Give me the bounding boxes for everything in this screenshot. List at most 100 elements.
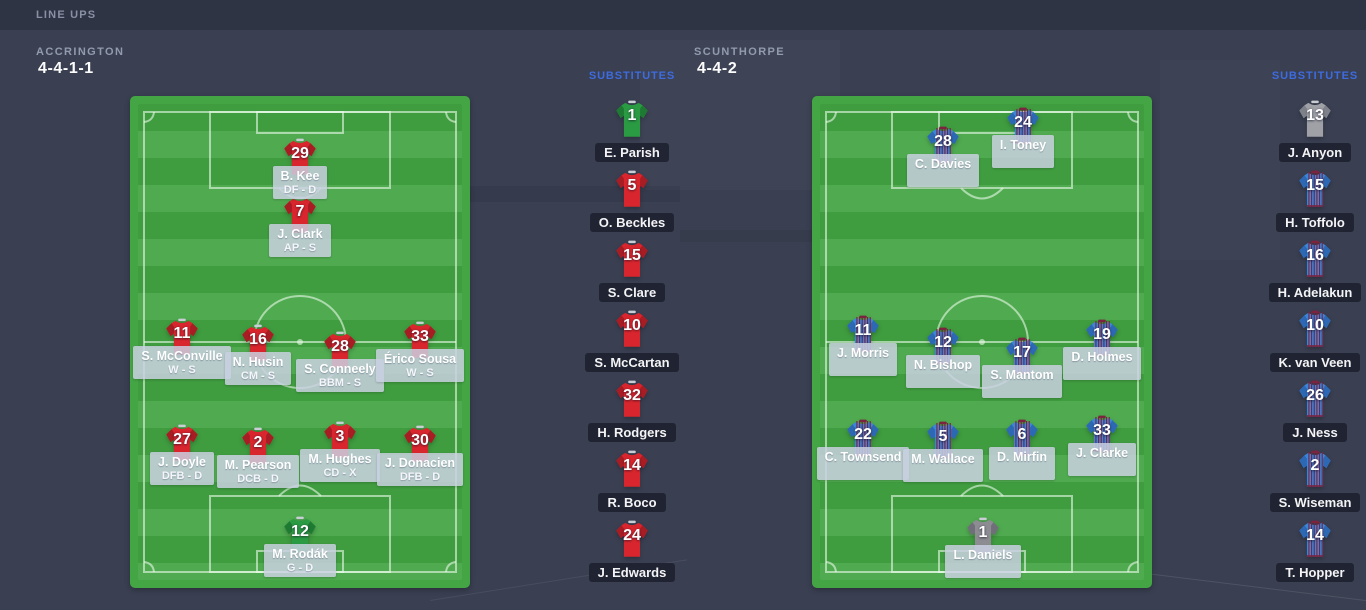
player-chip-home-30[interactable]: 30 J. Donacien DFB - D bbox=[355, 425, 485, 486]
jersey-icon bbox=[616, 450, 648, 487]
player-name: M. Pearson bbox=[224, 458, 292, 472]
away-formation: 4-4-2 bbox=[697, 60, 738, 77]
player-chip-home-27[interactable]: 27 J. Doyle DFB - D bbox=[117, 424, 247, 485]
player-name-label: J. Edwards bbox=[588, 563, 676, 582]
player-role: W - S bbox=[406, 367, 434, 379]
substitute-chip-home-14[interactable]: 14 R. Boco bbox=[567, 450, 697, 512]
substitute-chip-home-5[interactable]: 5 O. Beckles bbox=[567, 170, 697, 232]
player-chip-away-5[interactable]: 5 M. Wallace bbox=[878, 421, 1008, 482]
player-chip-home-11[interactable]: 11 S. McConville W - S bbox=[117, 318, 247, 379]
substitute-chip-home-32[interactable]: 32 H. Rodgers bbox=[567, 380, 697, 442]
substitute-chip-home-10[interactable]: 10 S. McCartan bbox=[567, 310, 697, 372]
player-chip-home-3[interactable]: 3 M. Hughes CD - X bbox=[275, 421, 405, 482]
player-name-label: R. Boco bbox=[598, 493, 666, 512]
shirt-number: 26 bbox=[1306, 387, 1324, 404]
substitute-chip-away-14[interactable]: 14 T. Hopper bbox=[1250, 520, 1366, 582]
player-name: N. Bishop bbox=[913, 358, 973, 372]
player-name-label: S. McCartan bbox=[585, 353, 679, 372]
substitute-chip-away-10[interactable]: 10 K. van Veen bbox=[1250, 310, 1366, 372]
player-role bbox=[825, 465, 902, 478]
player-chip-home-16[interactable]: 16 N. Husin CM - S bbox=[193, 324, 323, 385]
jersey-icon bbox=[1299, 240, 1331, 278]
substitute-chip-home-24[interactable]: 24 J. Edwards bbox=[567, 520, 697, 582]
substitute-chip-away-16[interactable]: 16 H. Adelakun bbox=[1250, 240, 1366, 302]
player-name-label: M. Rodák G - D bbox=[264, 544, 336, 577]
jersey: 13 bbox=[1296, 100, 1334, 140]
shirt-number: 33 bbox=[411, 328, 429, 345]
player-name-label: E. Parish bbox=[595, 143, 669, 162]
player-role bbox=[990, 383, 1053, 396]
shirt-number: 15 bbox=[623, 247, 641, 264]
player-chip-away-17[interactable]: 17 S. Mantom bbox=[957, 337, 1087, 398]
player-name-label: C. Davies bbox=[906, 154, 980, 187]
player-name-label: Érico Sousa W - S bbox=[375, 349, 465, 382]
player-chip-away-12[interactable]: 12 N. Bishop bbox=[878, 327, 1008, 388]
player-name-label: S. McConville W - S bbox=[133, 346, 231, 379]
player-chip-away-11[interactable]: 11 J. Morris bbox=[798, 315, 928, 376]
player-name-label: H. Adelakun bbox=[1268, 283, 1362, 302]
jersey-icon bbox=[1299, 520, 1331, 558]
player-role bbox=[915, 172, 971, 185]
substitute-chip-home-15[interactable]: 15 S. Clare bbox=[567, 240, 697, 302]
away-substitutes-title: SUBSTITUTES bbox=[1271, 70, 1359, 82]
shirt-number: 5 bbox=[938, 428, 948, 445]
player-role: BBM - S bbox=[318, 377, 362, 389]
player-name-label: J. Donacien DFB - D bbox=[376, 453, 464, 486]
player-chip-away-1[interactable]: 1 L. Daniels bbox=[918, 517, 1048, 578]
player-role: G - D bbox=[286, 562, 314, 574]
player-role: DF - D bbox=[283, 184, 317, 196]
player-chip-home-29[interactable]: 29 B. Kee DF - D bbox=[235, 138, 365, 199]
player-name: J. Morris bbox=[836, 346, 890, 360]
jersey: 2 bbox=[1296, 450, 1334, 490]
player-chip-away-22[interactable]: 22 C. Townsend bbox=[798, 419, 928, 480]
player-chip-home-28[interactable]: 28 S. Conneely BBM - S bbox=[275, 331, 405, 392]
jersey-icon bbox=[616, 380, 648, 417]
player-name-label: H. Toffolo bbox=[1276, 213, 1354, 232]
substitute-chip-home-1[interactable]: 1 E. Parish bbox=[567, 100, 697, 162]
shirt-number: 15 bbox=[1306, 177, 1324, 194]
jersey: 24 bbox=[613, 520, 651, 560]
shirt-number: 24 bbox=[1014, 114, 1032, 131]
shirt-number: 1 bbox=[978, 524, 988, 541]
player-chip-home-12[interactable]: 12 M. Rodák G - D bbox=[235, 516, 365, 577]
shirt-number: 1 bbox=[627, 107, 637, 124]
player-name-label: S. Conneely BBM - S bbox=[296, 359, 384, 392]
player-chip-home-7[interactable]: 7 J. Clark AP - S bbox=[235, 196, 365, 257]
player-name-label: H. Rodgers bbox=[588, 423, 676, 442]
player-chip-away-33[interactable]: 33 J. Clarke bbox=[1037, 415, 1167, 476]
substitute-chip-away-26[interactable]: 26 J. Ness bbox=[1250, 380, 1366, 442]
player-chip-home-33[interactable]: 33 Érico Sousa W - S bbox=[355, 321, 485, 382]
jersey: 1 bbox=[613, 100, 651, 140]
shirt-number: 10 bbox=[623, 317, 641, 334]
substitute-chip-away-15[interactable]: 15 H. Toffolo bbox=[1250, 170, 1366, 232]
player-chip-away-6[interactable]: 6 D. Mirfin bbox=[957, 419, 1087, 480]
shirt-number: 29 bbox=[291, 145, 309, 162]
player-role: CD - X bbox=[323, 467, 357, 479]
player-name-label: K. van Veen bbox=[1269, 353, 1361, 372]
substitute-chip-away-13[interactable]: 13 J. Anyon bbox=[1250, 100, 1366, 162]
player-name: M. Wallace bbox=[911, 452, 975, 466]
player-chip-home-2[interactable]: 2 M. Pearson DCB - D bbox=[193, 427, 323, 488]
player-role: DFB - D bbox=[399, 471, 441, 483]
shirt-number: 16 bbox=[1306, 247, 1324, 264]
player-name: C. Davies bbox=[914, 157, 972, 171]
player-name-label: B. Kee DF - D bbox=[272, 166, 328, 199]
jersey: 14 bbox=[613, 450, 651, 490]
player-role: CM - S bbox=[240, 370, 276, 382]
jersey-icon bbox=[616, 100, 648, 137]
player-name: I. Toney bbox=[999, 138, 1047, 152]
player-chip-away-28[interactable]: 28 C. Davies bbox=[878, 126, 1008, 187]
player-name: J. Donacien bbox=[384, 456, 456, 470]
substitute-chip-away-2[interactable]: 2 S. Wiseman bbox=[1250, 450, 1366, 512]
player-chip-away-19[interactable]: 19 D. Holmes bbox=[1037, 319, 1167, 380]
shirt-number: 16 bbox=[249, 331, 267, 348]
jersey-icon bbox=[1299, 450, 1331, 488]
jersey: 15 bbox=[613, 240, 651, 280]
player-name: J. Doyle bbox=[158, 455, 206, 469]
player-role bbox=[914, 373, 972, 386]
player-name-label: S. Mantom bbox=[982, 365, 1062, 398]
shirt-number: 5 bbox=[627, 177, 637, 194]
shirt-number: 22 bbox=[854, 426, 872, 443]
player-chip-away-24[interactable]: 24 I. Toney bbox=[958, 107, 1088, 168]
player-role bbox=[1071, 365, 1132, 378]
